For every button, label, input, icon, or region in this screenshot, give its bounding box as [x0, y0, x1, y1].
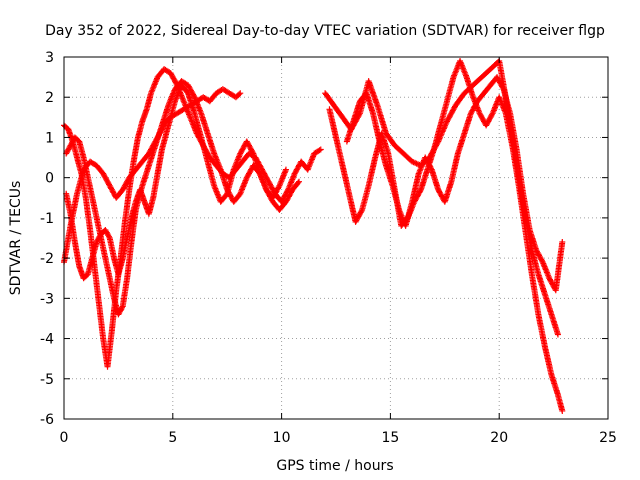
- y-tick-label: -2: [40, 251, 54, 267]
- x-tick-label: 15: [381, 430, 399, 446]
- y-tick-label: 3: [45, 50, 54, 66]
- y-tick-label: 1: [45, 130, 54, 146]
- series-trace: [344, 75, 566, 292]
- y-tick-label: -4: [40, 332, 54, 348]
- data-points: [61, 58, 566, 414]
- y-tick-label: -1: [40, 211, 54, 227]
- y-tick-label: 2: [45, 90, 54, 106]
- series-track-g: [343, 74, 566, 294]
- series-track-d: [63, 82, 289, 282]
- x-tick-label: 0: [60, 430, 69, 446]
- x-axis-label: GPS time / hours: [276, 458, 393, 474]
- x-tick-label: 20: [490, 430, 508, 446]
- chart-title: Day 352 of 2022, Sidereal Day-to-day VTE…: [45, 23, 605, 39]
- series-trace: [62, 66, 323, 369]
- x-tick-label: 25: [599, 430, 617, 446]
- x-tick-label: 10: [273, 430, 291, 446]
- y-tick-label: -5: [40, 372, 54, 388]
- x-tick-label: 5: [168, 430, 177, 446]
- y-tick-label: -3: [40, 291, 54, 307]
- plot-frame: [63, 56, 609, 420]
- y-tick-label: 0: [45, 171, 54, 187]
- series-trace: [63, 78, 302, 317]
- y-axis-label: SDTVAR / TECUs: [8, 181, 24, 296]
- series-trace: [63, 83, 289, 281]
- y-tick-label: -6: [40, 412, 54, 428]
